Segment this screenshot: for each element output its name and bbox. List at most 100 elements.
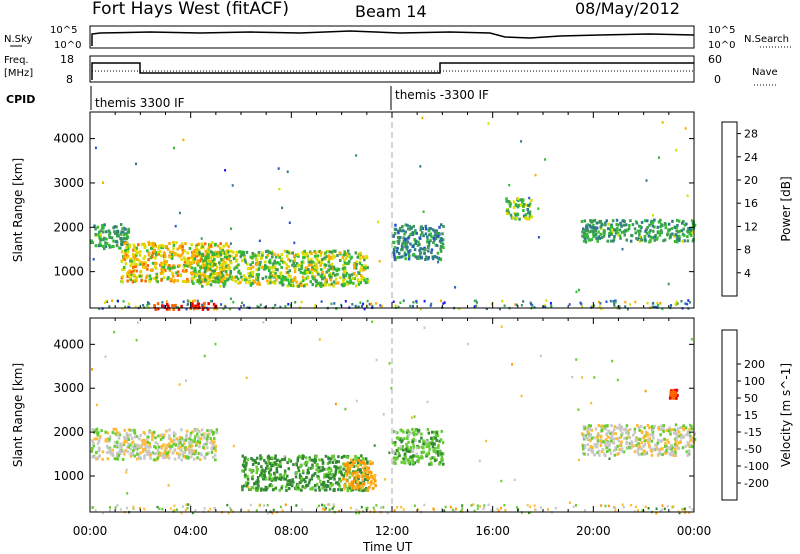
power-echo-cell [398, 251, 401, 255]
power-echo-cell [215, 273, 219, 277]
velocity-echo-cell [607, 430, 610, 434]
velocity-echo-cell [610, 436, 613, 440]
velocity-echo-cell [395, 448, 399, 452]
power-echo-cell [187, 279, 190, 283]
power-echo-cell [145, 274, 149, 278]
velocity-echo-cell [188, 444, 192, 448]
power-echo-cell [612, 300, 615, 303]
power-echo-cell [433, 234, 436, 238]
power-echo-cell [271, 250, 274, 254]
power-echo-cell [92, 258, 95, 261]
power-echo-cell [644, 229, 647, 233]
power-echo-cell [155, 272, 158, 276]
velocity-echo-cell [254, 461, 258, 465]
power-echo-cell [514, 203, 518, 206]
velocity-echo-cell [675, 438, 678, 442]
velocity-echo-cell [160, 453, 164, 457]
power-echo-cell [533, 306, 536, 309]
velocity-echo-cell [625, 436, 629, 440]
power-echo-cell [202, 266, 206, 270]
power-echo-cell [184, 263, 187, 267]
velocity-echo-cell [630, 441, 634, 445]
velocity-echo-cell [91, 447, 94, 450]
velocity-echo-cell [345, 462, 348, 466]
velocity-echo-cell [187, 446, 191, 450]
velocity-echo-cell [342, 467, 345, 471]
power-echo-cell [622, 223, 626, 227]
power-echo-cell [347, 261, 350, 265]
velocity-echo-cell [369, 476, 373, 480]
velocity-echo-cell [397, 447, 400, 451]
power-echo-cell [198, 269, 201, 273]
power-echo-cell [321, 283, 325, 287]
time-axis-label: Time UT [362, 540, 413, 554]
velocity-echo-cell [360, 471, 363, 475]
velocity-echo-cell [411, 450, 415, 453]
power-echo-cell [135, 269, 138, 273]
velocity-echo-cell [315, 468, 318, 472]
power-echo-cell [346, 282, 349, 286]
power-echo-cell [220, 280, 223, 283]
power-echo-cell [168, 307, 171, 311]
velocity-echo-cell [616, 444, 619, 448]
velocity-echo-cell [554, 506, 557, 510]
power-echo-cell [281, 279, 284, 283]
power-echo-cell [102, 230, 105, 234]
velocity-echo-cell [279, 462, 282, 466]
power-echo-cell [650, 235, 653, 239]
power-echo-cell [528, 211, 532, 215]
velocity-echo-cell [679, 426, 682, 430]
power-echo-cell [256, 282, 259, 286]
power-echo-cell [689, 233, 693, 237]
velocity-echo-cell [157, 445, 161, 449]
power-echo-cell [609, 239, 613, 243]
power-echo-cell [274, 271, 277, 275]
power-echo-cell [204, 278, 207, 282]
velocity-echo-cell [620, 440, 623, 444]
power-echo-cell [150, 246, 153, 250]
velocity-echo-cell [352, 471, 356, 475]
power-echo-cell [520, 140, 523, 143]
power-echo-cell [169, 266, 173, 270]
power-echo-cell [239, 281, 242, 284]
power-echo-cell [625, 228, 629, 232]
power-echo-cell [301, 275, 305, 279]
power-echo-cell [221, 258, 225, 261]
power-echo-cell [245, 278, 248, 282]
power-echo-cell [355, 263, 358, 266]
velocity-echo-cell [165, 445, 168, 449]
power-echo-cell [174, 303, 177, 307]
power-echo-cell [403, 241, 407, 245]
power-echo-cell [681, 239, 684, 243]
velocity-echo-cell [496, 507, 499, 511]
velocity-echo-cell [228, 506, 231, 509]
velocity-echo-cell [655, 507, 658, 510]
power-echo-cell [328, 250, 332, 254]
power-echo-cell [315, 263, 318, 267]
power-echo-cell [219, 253, 223, 257]
velocity-echo-cell [141, 438, 144, 442]
power-echo-cell [476, 301, 478, 304]
power-echo-cell [201, 284, 204, 288]
power-echo-cell [214, 252, 217, 256]
velocity-echo-cell [109, 452, 113, 456]
power-echo-cell [274, 303, 277, 307]
velocity-echo-cell [96, 456, 100, 460]
power-echo-cell [407, 236, 410, 240]
power-echo-cell [401, 245, 404, 249]
beam-label: Beam 14 [355, 2, 427, 21]
power-echo-cell [334, 273, 337, 277]
velocity-echo-cell [329, 467, 333, 471]
velocity-echo-cell [617, 436, 620, 440]
power-echo-cell [433, 229, 436, 233]
power-echo-cell [123, 258, 127, 262]
velocity-echo-cell [149, 453, 152, 457]
power-echo-cell [525, 203, 528, 207]
power-plot-area [90, 112, 694, 308]
power-echo-cell [358, 271, 361, 275]
velocity-echo-cell [123, 452, 126, 456]
velocity-echo-cell [326, 467, 329, 471]
velocity-echo-cell [461, 504, 464, 507]
velocity-echo-cell [212, 443, 215, 447]
velocity-echo-cell [599, 444, 603, 448]
